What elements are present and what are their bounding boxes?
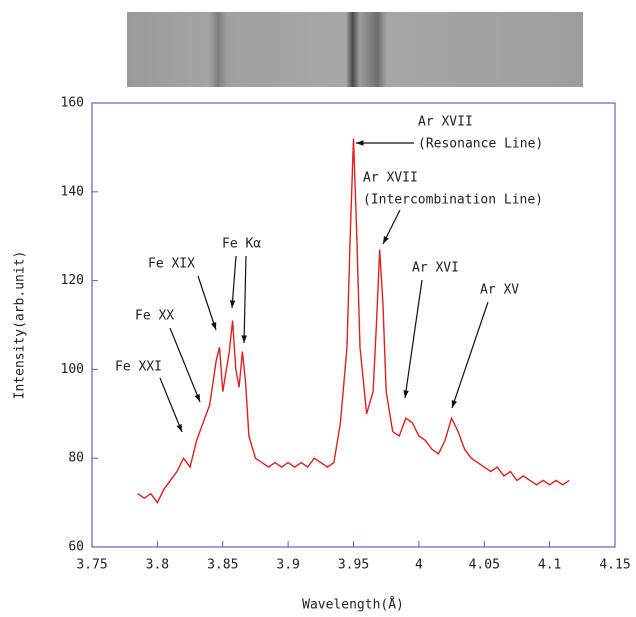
- x-tick-label: 4.05: [469, 558, 500, 573]
- annotation-arrow: [404, 279, 423, 399]
- annotation-text: (Resonance Line): [418, 137, 543, 152]
- x-tick-label: 3.85: [207, 558, 238, 573]
- arrow-head: [356, 140, 364, 146]
- annotation-arrow: [451, 301, 489, 409]
- annotation-arrow: [197, 275, 217, 331]
- spectrogram-image: [127, 12, 583, 87]
- y-tick-label: 140: [61, 184, 84, 199]
- arrow-head: [403, 390, 409, 398]
- x-tick-label: 3.8: [146, 558, 169, 573]
- x-tick-label: 4: [415, 558, 423, 573]
- annotation-text: Ar XVI: [412, 261, 459, 276]
- y-tick-label: 80: [68, 451, 84, 466]
- annotation-arrow: [243, 255, 247, 344]
- annotation-text: Fe Kα: [222, 237, 261, 252]
- y-tick-label: 100: [61, 362, 84, 377]
- annotation-arrow: [231, 255, 237, 309]
- arrow-head: [241, 335, 247, 343]
- annotation-arrow: [159, 377, 183, 433]
- annotation-text: Ar XVII: [418, 115, 473, 130]
- x-axis-label: Wavelength(Å): [302, 597, 404, 613]
- annotation-arrow: [169, 327, 201, 403]
- annotation-text: Ar XVII: [363, 171, 418, 186]
- spectrum-line: [137, 138, 570, 504]
- annotation-text: Fe XX: [135, 309, 174, 324]
- y-tick-label: 60: [68, 540, 84, 555]
- annotation-text: (Intercombination Line): [363, 193, 543, 208]
- arrow-head: [383, 236, 389, 244]
- y-tick-label: 120: [61, 273, 84, 288]
- x-tick-label: 3.75: [76, 558, 107, 573]
- y-axis-label: Intensity(arb.unit): [13, 251, 28, 400]
- annotation-text: Ar XV: [480, 283, 519, 298]
- y-tick-label: 160: [61, 96, 84, 111]
- arrow-head: [211, 322, 217, 330]
- x-tick-label: 3.9: [276, 558, 299, 573]
- arrow-head: [451, 400, 458, 408]
- annotation-text: Fe XIX: [148, 257, 195, 272]
- annotation-text: Fe XXI: [115, 360, 162, 375]
- x-tick-label: 4.1: [538, 558, 561, 573]
- arrow-head: [194, 394, 200, 402]
- arrow-head: [229, 300, 236, 308]
- x-tick-label: 3.95: [338, 558, 369, 573]
- arrow-head: [176, 424, 182, 432]
- x-tick-label: 4.15: [599, 558, 630, 573]
